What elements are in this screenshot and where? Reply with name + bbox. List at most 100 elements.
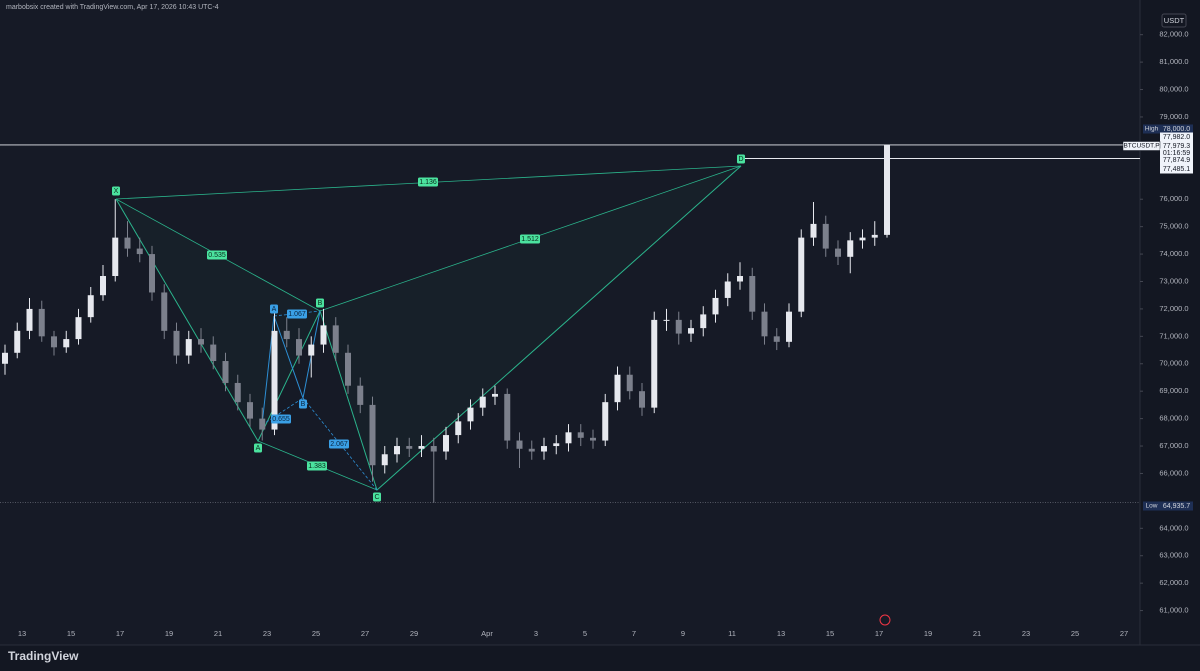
small-pattern-leg — [273, 310, 321, 317]
price-tag-caption: Low — [1146, 503, 1158, 510]
x-tick-label: 13 — [777, 629, 785, 638]
x-tick-label: 9 — [681, 629, 685, 638]
candle-body — [381, 454, 388, 466]
pattern-label-box — [207, 250, 227, 260]
candle-body — [859, 237, 866, 241]
candle-body — [100, 276, 106, 296]
candle-body — [418, 446, 425, 449]
price-tag-caption-box — [1143, 124, 1160, 134]
candle-body — [320, 325, 327, 345]
candle-body — [136, 248, 143, 255]
pattern-label: A — [256, 445, 261, 452]
candle-body — [271, 330, 278, 430]
pattern-label: 1.067 — [288, 311, 306, 318]
y-tick-label: 71,000.0 — [1159, 331, 1188, 340]
candle-body — [773, 336, 780, 342]
candle-body — [528, 448, 535, 452]
candle-body — [651, 319, 658, 408]
candle-body — [835, 248, 841, 257]
y-tick-label: 67,000.0 — [1159, 441, 1188, 450]
x-tick-label: 19 — [165, 629, 173, 638]
candle-body — [173, 330, 180, 356]
candle-body — [430, 446, 437, 452]
pattern-label-box — [316, 298, 324, 308]
candle-body — [749, 276, 756, 312]
pattern-label-box — [373, 492, 381, 502]
y-tick-label: 81,000.0 — [1159, 57, 1188, 66]
y-tick-label: 63,000.0 — [1159, 551, 1188, 560]
candle-body — [553, 443, 560, 447]
candle-body — [345, 352, 351, 386]
candle-body — [724, 281, 731, 298]
y-tick-label: 68,000.0 — [1159, 414, 1188, 423]
price-tag-box — [1160, 148, 1193, 158]
candle-body — [492, 393, 498, 397]
x-tick-label: 11 — [728, 629, 736, 638]
candle-body — [700, 314, 707, 329]
price-tag-box — [1160, 164, 1193, 174]
candle-body — [369, 404, 376, 466]
candles — [2, 144, 890, 503]
candle-body — [712, 297, 719, 315]
pattern-label: D — [738, 156, 743, 163]
candle-body — [504, 393, 511, 441]
candle-body — [63, 339, 70, 348]
x-tick-label: 29 — [410, 629, 418, 638]
x-tick-label: 21 — [973, 629, 981, 638]
price-tag: 77,979.3 — [1163, 143, 1190, 150]
plot-area — [0, 0, 1140, 645]
pattern-label: 2.067 — [330, 441, 348, 448]
pattern-label: B — [318, 300, 323, 307]
candle-body — [786, 311, 792, 342]
candle-body — [234, 382, 241, 403]
y-tick-label: 66,000.0 — [1159, 468, 1188, 477]
y-tick-label: 79,000.0 — [1159, 112, 1188, 121]
pattern-label: 1.383 — [308, 463, 326, 470]
candle-body — [761, 311, 768, 337]
candle-body — [332, 325, 339, 353]
candle-body — [455, 421, 462, 436]
y-tick-label: 70,000.0 — [1159, 359, 1188, 368]
pattern-label: C — [374, 494, 379, 501]
small-pattern-leg — [261, 397, 304, 426]
candle-body — [639, 391, 645, 408]
candle-body — [14, 330, 21, 353]
pattern-label-box — [270, 304, 278, 314]
candle-body — [688, 328, 694, 334]
x-tick-label: 25 — [1071, 629, 1079, 638]
pattern-label-box — [271, 414, 291, 424]
candle-body — [516, 440, 523, 449]
candle-body — [577, 432, 584, 438]
x-tick-label: 15 — [826, 629, 834, 638]
y-tick-label: 62,000.0 — [1159, 578, 1188, 587]
candle-body — [737, 276, 743, 282]
candle-body — [871, 234, 878, 238]
pattern-label: 0.535 — [208, 252, 226, 259]
candle-body — [51, 336, 57, 348]
candle-body — [308, 344, 315, 356]
candle-body — [112, 237, 119, 277]
price-tag: 77,982.0 — [1163, 134, 1190, 141]
candle-body — [247, 402, 253, 419]
logo: TradingView — [8, 649, 79, 663]
price-tag-box — [1160, 501, 1193, 511]
candle-body — [2, 352, 8, 364]
candle-body — [602, 402, 609, 441]
y-tick-label: 76,000.0 — [1159, 194, 1188, 203]
candle-body — [38, 308, 45, 337]
pattern-label-box — [112, 186, 120, 196]
y-tick-label: 69,000.0 — [1159, 386, 1188, 395]
price-tag: 64,935.7 — [1163, 503, 1190, 510]
candle-body — [467, 407, 474, 422]
x-tick-label: 3 — [534, 629, 538, 638]
candle-body — [259, 418, 266, 430]
candle-body — [87, 295, 94, 318]
pattern-fill — [116, 199, 320, 441]
candle-body — [222, 361, 229, 383]
pattern-label: 0.655 — [272, 416, 290, 423]
x-tick-label: 27 — [361, 629, 369, 638]
price-tag-box — [1160, 124, 1193, 134]
pattern-label-box — [307, 461, 327, 471]
currency: USDT — [1164, 16, 1185, 25]
